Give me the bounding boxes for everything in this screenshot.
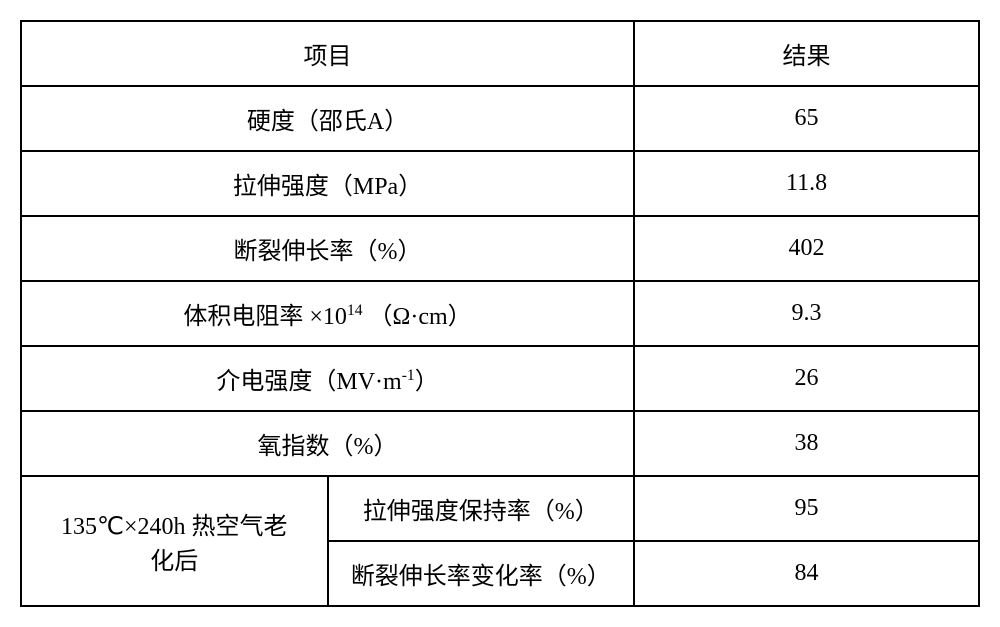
aging-row-1: 135℃×240h 热空气老 化后 拉伸强度保持率（%） 95 — [21, 476, 979, 541]
properties-table-container: 项目 结果 硬度（邵氏A） 65 拉伸强度（MPa） 11.8 断裂伸长率（%）… — [20, 20, 980, 607]
aging-label-line1: 135℃×240h 热空气老 — [61, 514, 288, 540]
aging-sub-item: 拉伸强度保持率（%） — [328, 476, 635, 541]
item-prefix: 体积电阻率 ×10 — [183, 304, 347, 330]
header-result: 结果 — [634, 21, 979, 86]
row-result: 65 — [634, 86, 979, 151]
row-result: 11.8 — [634, 151, 979, 216]
aging-sub-result: 95 — [634, 476, 979, 541]
table-row: 硬度（邵氏A） 65 — [21, 86, 979, 151]
aging-sub-result: 84 — [634, 541, 979, 606]
item-prefix: 介电强度（MV·m — [216, 369, 401, 395]
row-item: 氧指数（%） — [21, 411, 634, 476]
row-result: 38 — [634, 411, 979, 476]
row-item: 拉伸强度（MPa） — [21, 151, 634, 216]
item-superscript: 14 — [347, 302, 363, 319]
table-row: 拉伸强度（MPa） 11.8 — [21, 151, 979, 216]
table-row: 介电强度（MV·m-1） 26 — [21, 346, 979, 411]
properties-table: 项目 结果 硬度（邵氏A） 65 拉伸强度（MPa） 11.8 断裂伸长率（%）… — [20, 20, 980, 607]
table-row: 氧指数（%） 38 — [21, 411, 979, 476]
row-item: 断裂伸长率（%） — [21, 216, 634, 281]
table-header-row: 项目 结果 — [21, 21, 979, 86]
row-result: 26 — [634, 346, 979, 411]
table-row: 体积电阻率 ×1014 （Ω·cm） 9.3 — [21, 281, 979, 346]
aging-label-line2: 化后 — [150, 549, 198, 575]
row-result: 402 — [634, 216, 979, 281]
row-item: 硬度（邵氏A） — [21, 86, 634, 151]
row-result: 9.3 — [634, 281, 979, 346]
row-item-with-sup: 体积电阻率 ×1014 （Ω·cm） — [21, 281, 634, 346]
item-superscript: -1 — [402, 367, 415, 384]
item-suffix: （Ω·cm） — [363, 304, 472, 330]
row-item-with-sup: 介电强度（MV·m-1） — [21, 346, 634, 411]
table-row: 断裂伸长率（%） 402 — [21, 216, 979, 281]
aging-sub-item: 断裂伸长率变化率（%） — [328, 541, 635, 606]
aging-label: 135℃×240h 热空气老 化后 — [21, 476, 328, 606]
item-suffix: ） — [415, 369, 439, 395]
header-item: 项目 — [21, 21, 634, 86]
